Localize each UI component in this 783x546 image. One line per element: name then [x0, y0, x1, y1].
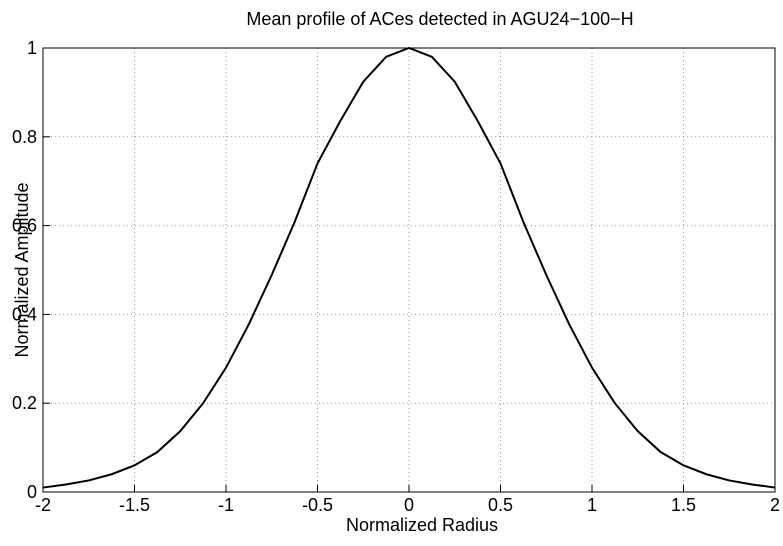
- y-tick-label: 1: [27, 38, 37, 58]
- x-tick-label: -1.5: [119, 495, 150, 515]
- x-tick-label: 0: [404, 495, 414, 515]
- plot-frame: [42, 47, 776, 493]
- y-tick-label: 0.4: [12, 304, 37, 324]
- x-tick-label: 0.5: [488, 495, 513, 515]
- y-axis-label: Normalized Amplitude: [12, 182, 32, 357]
- y-tick-label: 0.6: [12, 216, 37, 236]
- x-axis-label: Normalized Radius: [346, 515, 498, 535]
- x-tick-label: -0.5: [302, 495, 333, 515]
- y-tick-label: 0.2: [12, 393, 37, 413]
- y-tick-label: 0.8: [12, 127, 37, 147]
- y-tick-label: 0: [27, 482, 37, 502]
- x-tick-label: 1.5: [671, 495, 696, 515]
- x-tick-label: -2: [35, 495, 51, 515]
- data-line: [42, 46, 776, 489]
- chart-title: Mean profile of ACes detected in AGU24−1…: [246, 9, 633, 29]
- x-tick-label: 2: [770, 495, 780, 515]
- x-tick-label: -1: [218, 495, 234, 515]
- x-tick-label: 1: [587, 495, 597, 515]
